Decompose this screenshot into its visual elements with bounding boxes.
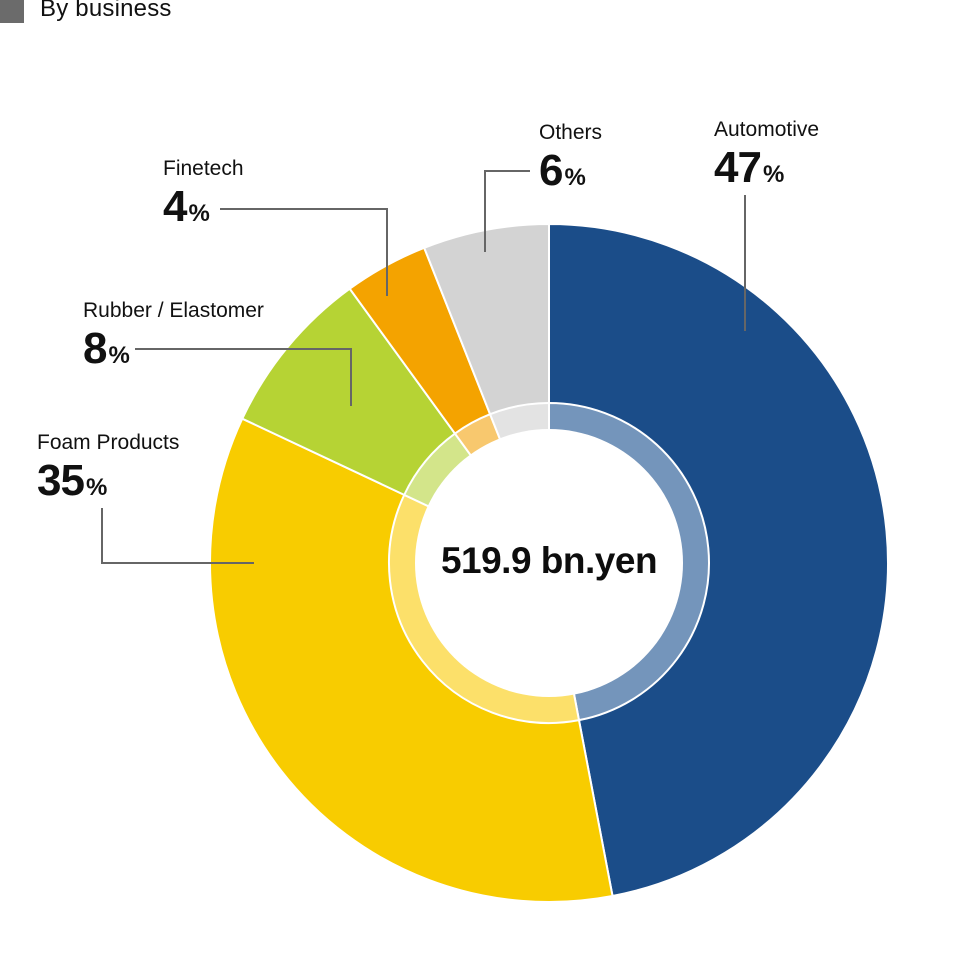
leader-line-finetech [220, 208, 388, 296]
chart-header: By business [0, 0, 172, 26]
label-finetech: Finetech 4% [163, 158, 244, 229]
label-name: Foam Products [37, 431, 180, 454]
label-percent: 6% [539, 146, 586, 195]
leader-line-foam [101, 508, 254, 564]
leader-line-others [484, 170, 530, 252]
label-percent: 4% [163, 182, 210, 231]
label-name: Others [539, 121, 603, 144]
label-automotive: Automotive 47% [714, 119, 819, 190]
header-swatch-icon [0, 0, 24, 23]
label-foam-products: Foam Products 35% [37, 432, 179, 503]
donut-hole [415, 429, 683, 697]
label-percent: 47% [714, 143, 785, 192]
label-name: Finetech [163, 157, 244, 180]
label-others: Others 6% [539, 122, 602, 193]
slice-foam-products [209, 417, 614, 903]
label-rubber-elastomer: Rubber / Elastomer 8% [83, 300, 264, 371]
label-percent: 8% [83, 324, 130, 373]
leader-line-rubber [135, 348, 352, 406]
chart-title: By business [40, 0, 172, 22]
label-name: Automotive [714, 118, 820, 141]
total-value: 519.9 bn.yen [440, 540, 658, 581]
slice-automotive [548, 222, 889, 898]
label-name: Rubber / Elastomer [83, 299, 264, 322]
leader-lines [101, 170, 746, 564]
label-percent: 35% [37, 456, 108, 505]
